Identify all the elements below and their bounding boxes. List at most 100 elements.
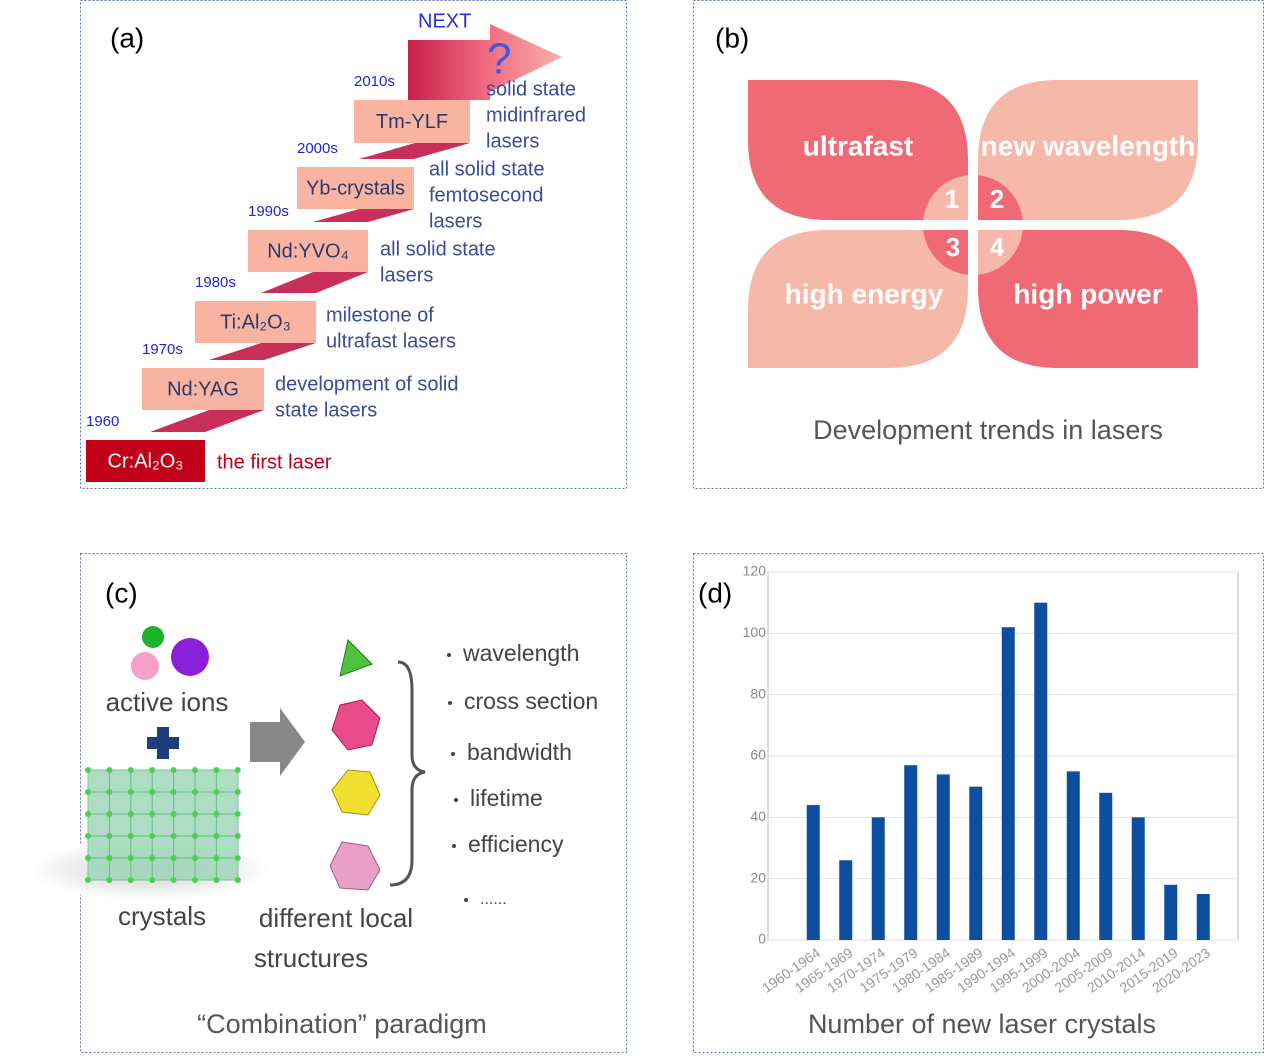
quadrant-number: 2: [990, 184, 1004, 214]
crystal-atom: [85, 767, 91, 773]
crystal-atom: [127, 811, 134, 817]
ribbon: [359, 143, 470, 159]
bar: [1196, 894, 1210, 940]
ions-label: active ions: [106, 687, 229, 717]
step-year: 2000s: [297, 140, 338, 157]
petal-label: high energy: [785, 278, 944, 309]
arrow: [250, 708, 305, 776]
crystal-atom: [106, 767, 113, 773]
bullet: [451, 752, 455, 756]
crystal-atom: [213, 833, 220, 839]
crystal-atom: [192, 811, 198, 817]
crystal-atom: [234, 811, 241, 817]
crystal-atom: [213, 767, 220, 773]
crystal-atom: [170, 767, 177, 773]
crystal-atom: [106, 877, 113, 883]
quadrant-number: 1: [945, 184, 959, 214]
step-name: Cr:Al₂O₃: [108, 450, 184, 472]
step-name: Nd:YAG: [167, 378, 239, 400]
ion: [171, 638, 209, 676]
bar: [1164, 884, 1178, 940]
caption: Development trends in lasers: [813, 415, 1163, 445]
step-year: 1980s: [195, 274, 236, 291]
panel-label: (c): [105, 577, 138, 608]
bullet: [454, 798, 458, 802]
crystal-atom: [127, 789, 134, 795]
crystal-atom: [170, 855, 177, 861]
step-year: 1960: [86, 413, 119, 430]
step-box: [297, 167, 414, 209]
step-desc: ultrafast lasers: [326, 330, 456, 352]
next-label: NEXT: [418, 10, 471, 32]
step-box: [142, 368, 264, 410]
bar: [936, 774, 950, 940]
step-year: 1990s: [248, 203, 289, 220]
crystal-atom: [213, 789, 220, 795]
property: lifetime: [470, 785, 543, 811]
y-tick-label: 20: [750, 869, 766, 885]
y-tick-label: 60: [750, 747, 766, 763]
step-desc: all solid state: [380, 238, 496, 260]
bar: [904, 765, 918, 940]
property: cross section: [464, 688, 598, 714]
step-desc: femtosecond: [429, 184, 544, 206]
crystal-atom: [85, 855, 91, 861]
petal-label: high power: [1013, 278, 1162, 309]
petal: [978, 80, 1198, 220]
crystal-atom: [192, 789, 198, 795]
bar: [1034, 602, 1048, 940]
polyhedron: [331, 699, 381, 751]
y-tick-label: 80: [750, 685, 766, 701]
crystal-atom: [85, 833, 91, 839]
step-box: [195, 301, 316, 343]
crystal-atom: [234, 855, 241, 861]
step-desc: midinfrared: [486, 104, 586, 126]
step-name: Nd:YVO₄: [267, 240, 349, 262]
y-tick-label: 0: [758, 931, 766, 947]
crystal-atom: [149, 767, 156, 773]
step-desc: the first laser: [217, 451, 332, 473]
crystal-atom: [234, 767, 241, 773]
ribbon: [150, 410, 264, 432]
step-box: [248, 230, 368, 272]
step-name: Tm-YLF: [376, 111, 448, 133]
y-tick-label: 120: [743, 563, 767, 579]
property: wavelength: [462, 640, 579, 666]
crystal-atom: [192, 877, 198, 883]
brace: [389, 660, 426, 887]
crystal-atom: [85, 789, 91, 795]
crystal-atom: [234, 789, 241, 795]
ribbon: [209, 343, 316, 360]
crystal-atom: [170, 811, 177, 817]
step-desc: all solid state: [429, 158, 545, 180]
structures-label: different local: [259, 903, 413, 933]
property: efficiency: [468, 831, 564, 857]
bar: [1099, 792, 1113, 940]
step-desc: state lasers: [275, 399, 377, 421]
petal: [748, 230, 968, 368]
crystal-atom: [127, 855, 134, 861]
ribbon: [261, 272, 368, 293]
polyhedron: [329, 841, 381, 891]
crystal-atom: [149, 811, 156, 817]
bullet: [464, 898, 468, 902]
quadrant-number: 4: [990, 232, 1005, 262]
crystal-atom: [234, 877, 241, 883]
crystal-atom: [149, 789, 156, 795]
crystal-atom: [192, 767, 198, 773]
center-quadrant: [923, 175, 973, 225]
crystal-atom: [85, 811, 91, 817]
step-desc: milestone of: [326, 304, 434, 326]
bullet: [447, 653, 451, 657]
crystal-atom: [192, 833, 198, 839]
center-quadrant: [973, 225, 1023, 275]
y-tick-label: 40: [750, 808, 766, 824]
next-arrow: [408, 24, 562, 100]
property: bandwidth: [467, 739, 572, 765]
crystal-atom: [170, 833, 177, 839]
question-mark: ?: [487, 35, 511, 84]
panel-frame: [693, 553, 1264, 1053]
bar: [969, 786, 983, 940]
panel-frame: [80, 0, 627, 489]
